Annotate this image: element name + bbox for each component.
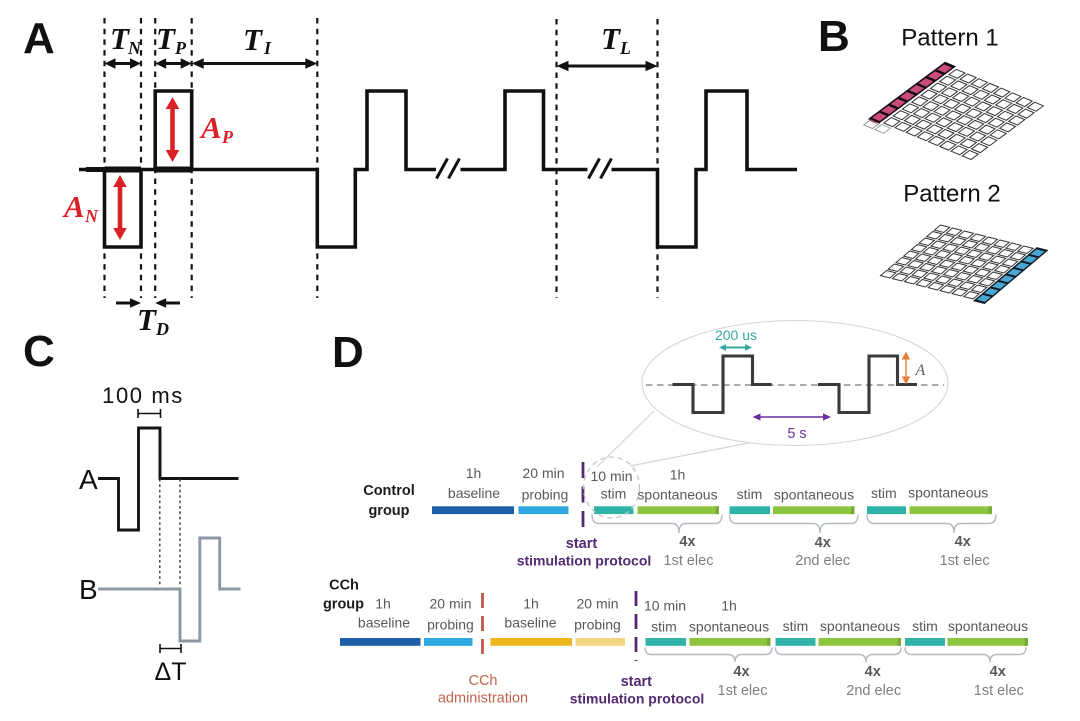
svg-text:ΔT: ΔT bbox=[155, 658, 187, 686]
svg-text:spontaneous: spontaneous bbox=[948, 618, 1028, 634]
svg-text:group: group bbox=[323, 597, 364, 613]
svg-text:T: T bbox=[601, 21, 621, 56]
svg-text:1h: 1h bbox=[721, 598, 737, 614]
svg-text:A: A bbox=[79, 464, 98, 495]
svg-text:P: P bbox=[174, 38, 187, 58]
svg-text:T: T bbox=[243, 22, 263, 57]
svg-text:2nd elec: 2nd elec bbox=[795, 553, 850, 569]
svg-text:Pattern 2: Pattern 2 bbox=[903, 181, 1000, 208]
svg-text:baseline: baseline bbox=[448, 485, 500, 501]
svg-text:probing: probing bbox=[427, 617, 474, 633]
svg-text:B: B bbox=[79, 574, 98, 605]
svg-text:stimulation protocol: stimulation protocol bbox=[570, 691, 705, 707]
svg-text:4x: 4x bbox=[679, 534, 695, 550]
svg-text:probing: probing bbox=[574, 617, 621, 633]
svg-text:1h: 1h bbox=[523, 596, 539, 612]
svg-text:1st elec: 1st elec bbox=[664, 553, 714, 569]
svg-text:L: L bbox=[619, 38, 631, 58]
svg-text:200 us: 200 us bbox=[715, 327, 757, 343]
svg-text:20 min: 20 min bbox=[429, 596, 471, 612]
svg-text:T: T bbox=[110, 21, 130, 56]
svg-text:Pattern 1: Pattern 1 bbox=[901, 25, 998, 52]
svg-text:10 min: 10 min bbox=[644, 598, 686, 614]
svg-text:probing: probing bbox=[522, 487, 569, 503]
svg-text:1h: 1h bbox=[670, 467, 686, 483]
svg-text:stim: stim bbox=[871, 485, 897, 501]
svg-text:4x: 4x bbox=[955, 534, 971, 550]
svg-text:C: C bbox=[23, 327, 55, 376]
svg-text:B: B bbox=[818, 12, 850, 61]
svg-text:N: N bbox=[84, 206, 99, 226]
svg-text:1st elec: 1st elec bbox=[940, 553, 990, 569]
svg-text:1st elec: 1st elec bbox=[718, 683, 768, 699]
svg-text:spontaneous: spontaneous bbox=[820, 618, 900, 634]
svg-text:stimulation protocol: stimulation protocol bbox=[517, 553, 652, 569]
svg-text:A: A bbox=[199, 110, 222, 145]
svg-text:1h: 1h bbox=[466, 465, 482, 481]
svg-text:4x: 4x bbox=[990, 664, 1006, 680]
svg-text:stim: stim bbox=[651, 619, 677, 635]
svg-text:stim: stim bbox=[783, 618, 809, 634]
svg-text:stim: stim bbox=[601, 486, 627, 502]
svg-text:spontaneous: spontaneous bbox=[637, 487, 717, 503]
svg-text:100 ms: 100 ms bbox=[102, 383, 184, 408]
svg-text:baseline: baseline bbox=[504, 615, 556, 631]
svg-text:P: P bbox=[221, 127, 234, 147]
svg-text:4x: 4x bbox=[865, 664, 881, 680]
svg-text:spontaneous: spontaneous bbox=[908, 485, 988, 501]
svg-text:A: A bbox=[915, 362, 926, 379]
svg-text:4x: 4x bbox=[733, 664, 749, 680]
svg-text:20 min: 20 min bbox=[522, 465, 564, 481]
svg-text:spontaneous: spontaneous bbox=[774, 487, 854, 503]
svg-text:4x: 4x bbox=[815, 535, 831, 551]
svg-text:N: N bbox=[127, 38, 142, 58]
svg-text:administration: administration bbox=[438, 691, 528, 707]
svg-text:CCh: CCh bbox=[468, 673, 497, 689]
svg-text:group: group bbox=[368, 503, 409, 519]
svg-text:A: A bbox=[62, 189, 85, 224]
svg-text:stim: stim bbox=[912, 618, 938, 634]
svg-text:Control: Control bbox=[363, 483, 415, 499]
svg-text:A: A bbox=[23, 14, 55, 63]
svg-text:stim: stim bbox=[737, 486, 763, 502]
svg-text:D: D bbox=[332, 328, 364, 377]
svg-text:I: I bbox=[263, 38, 272, 58]
svg-text:D: D bbox=[155, 319, 169, 339]
svg-text:start: start bbox=[621, 674, 653, 690]
svg-text:start: start bbox=[566, 536, 598, 552]
svg-text:1h: 1h bbox=[375, 596, 391, 612]
svg-text:T: T bbox=[137, 302, 157, 337]
svg-text:10 min: 10 min bbox=[590, 468, 632, 484]
svg-text:CCh: CCh bbox=[329, 578, 359, 594]
svg-text:20 min: 20 min bbox=[576, 596, 618, 612]
svg-text:2nd elec: 2nd elec bbox=[846, 683, 901, 699]
svg-text:baseline: baseline bbox=[358, 615, 410, 631]
svg-text:1st elec: 1st elec bbox=[974, 683, 1024, 699]
svg-text:T: T bbox=[156, 21, 176, 56]
svg-text:5 s: 5 s bbox=[787, 426, 806, 442]
svg-text:spontaneous: spontaneous bbox=[689, 619, 769, 635]
